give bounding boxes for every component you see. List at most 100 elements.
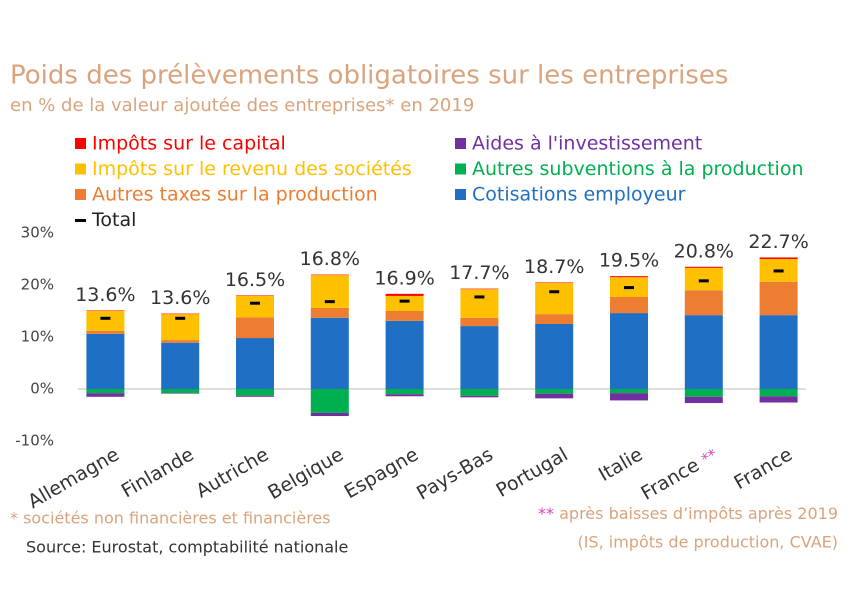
source: Source: Eurostat, comptabilité nationale — [26, 538, 348, 557]
x-tick-label: Italie — [595, 443, 647, 486]
x-tick-text: Autriche — [192, 443, 272, 502]
bar-segment — [86, 333, 125, 389]
x-tick-label: Autriche — [192, 443, 272, 502]
bar-segment — [236, 395, 274, 397]
bar-segment — [310, 307, 349, 318]
bar-segment — [385, 389, 424, 395]
x-tick-label: France ** — [637, 443, 721, 504]
bar-segment — [759, 396, 798, 403]
x-tick-text: Portugal — [492, 443, 571, 501]
bar-segment — [610, 296, 648, 314]
x-tick-label: France — [730, 443, 796, 494]
x-tick-text: France — [637, 454, 703, 505]
bar-segment — [535, 282, 574, 283]
x-tick-text: Espagne — [340, 443, 421, 503]
total-label: 13.6% — [75, 284, 135, 306]
bar-segment — [610, 393, 648, 401]
total-label: 13.6% — [150, 287, 210, 309]
total-label: 22.7% — [748, 231, 808, 253]
bar-segment — [161, 342, 200, 389]
bar-segment — [535, 282, 574, 315]
bar-segment — [161, 393, 200, 394]
x-tick-label: Finlande — [118, 443, 198, 502]
bar-segment — [385, 311, 424, 321]
total-label: 20.8% — [674, 240, 734, 262]
bar-segment — [86, 311, 125, 331]
bar-segment — [86, 393, 125, 397]
bar-segment — [310, 412, 349, 417]
x-tick-label: Allemagne — [24, 443, 123, 513]
bar-segment — [236, 389, 274, 396]
total-label: 16.8% — [300, 248, 360, 270]
bar-segment — [86, 310, 125, 311]
x-tick-label: Espagne — [340, 443, 421, 503]
bar-segment — [610, 389, 648, 394]
y-tick-label: 20% — [21, 276, 54, 294]
x-tick-text: Finlande — [118, 443, 198, 502]
bar-segment — [759, 257, 798, 259]
x-tick-text: France — [730, 443, 796, 494]
note: ** après baisses d’impôts après 2019 — [538, 504, 838, 523]
legend-label: Cotisations employeur — [472, 184, 686, 206]
bar-segment — [236, 317, 274, 339]
legend-label: Autres taxes sur la production — [92, 184, 378, 206]
bar-segment — [610, 313, 648, 389]
legend-swatch — [455, 163, 466, 175]
chart-title: Poids des prélèvements obligatoires sur … — [10, 61, 728, 91]
x-tick-label: Portugal — [492, 443, 571, 501]
bar-segment — [684, 290, 723, 316]
bar-segment — [684, 267, 723, 291]
legend-label: Total — [91, 209, 136, 231]
bar-segment — [535, 389, 574, 394]
bar-segment — [610, 276, 648, 278]
bar-segment — [385, 295, 424, 311]
legend-label: Impôts sur le revenu des sociétés — [92, 158, 412, 180]
bar-segment — [310, 317, 349, 389]
x-tick-text: Pays-Bas — [413, 443, 497, 504]
legend-label: Autres subventions à la production — [472, 158, 804, 180]
bar-segment — [161, 313, 200, 315]
bar-segment — [535, 393, 574, 399]
bar-segment — [684, 266, 723, 268]
x-tick-mark: ** — [698, 445, 720, 468]
bar-segment — [236, 338, 274, 389]
bar-segment — [310, 389, 349, 413]
x-tick-text: Italie — [595, 443, 647, 486]
y-tick-label: 10% — [21, 328, 54, 346]
bar-segment — [310, 274, 349, 276]
legend-label: Impôts sur le capital — [92, 133, 286, 155]
total-label: 19.5% — [599, 250, 659, 272]
bar-segment — [535, 324, 574, 389]
bar-segment — [385, 320, 424, 389]
bar-segment — [236, 295, 274, 318]
note-mark: ** — [538, 504, 554, 523]
bar-segment — [86, 389, 125, 394]
bar-segment — [385, 394, 424, 397]
legend-swatch — [75, 138, 86, 149]
bar-segment — [759, 281, 798, 316]
bar-segment — [684, 315, 723, 389]
bar-segment — [759, 315, 798, 389]
bar-segment — [460, 395, 499, 398]
legend-swatch — [455, 138, 466, 149]
bar-segment — [236, 295, 274, 296]
total-label: 16.5% — [225, 269, 285, 291]
bar-segment — [684, 389, 723, 397]
note-line: (IS, impôts de production, CVAE) — [577, 533, 838, 552]
note-line: après baisses d’impôts après 2019 — [559, 504, 838, 523]
x-tick-label: Belgique — [264, 443, 347, 504]
x-tick-text: Allemagne — [24, 443, 123, 513]
total-label: 17.7% — [449, 262, 509, 284]
bar-segment — [460, 288, 499, 290]
bar-segment — [460, 389, 499, 396]
legend-swatch — [75, 163, 86, 175]
bar-segment — [684, 396, 723, 404]
y-tick-label: -10% — [15, 432, 54, 450]
x-tick-text: Belgique — [264, 443, 347, 504]
y-tick-label: 30% — [21, 224, 54, 242]
bar-segment — [460, 326, 499, 389]
bar-segment — [535, 314, 574, 324]
bar-segment — [86, 330, 125, 334]
bar-segment — [161, 389, 200, 394]
